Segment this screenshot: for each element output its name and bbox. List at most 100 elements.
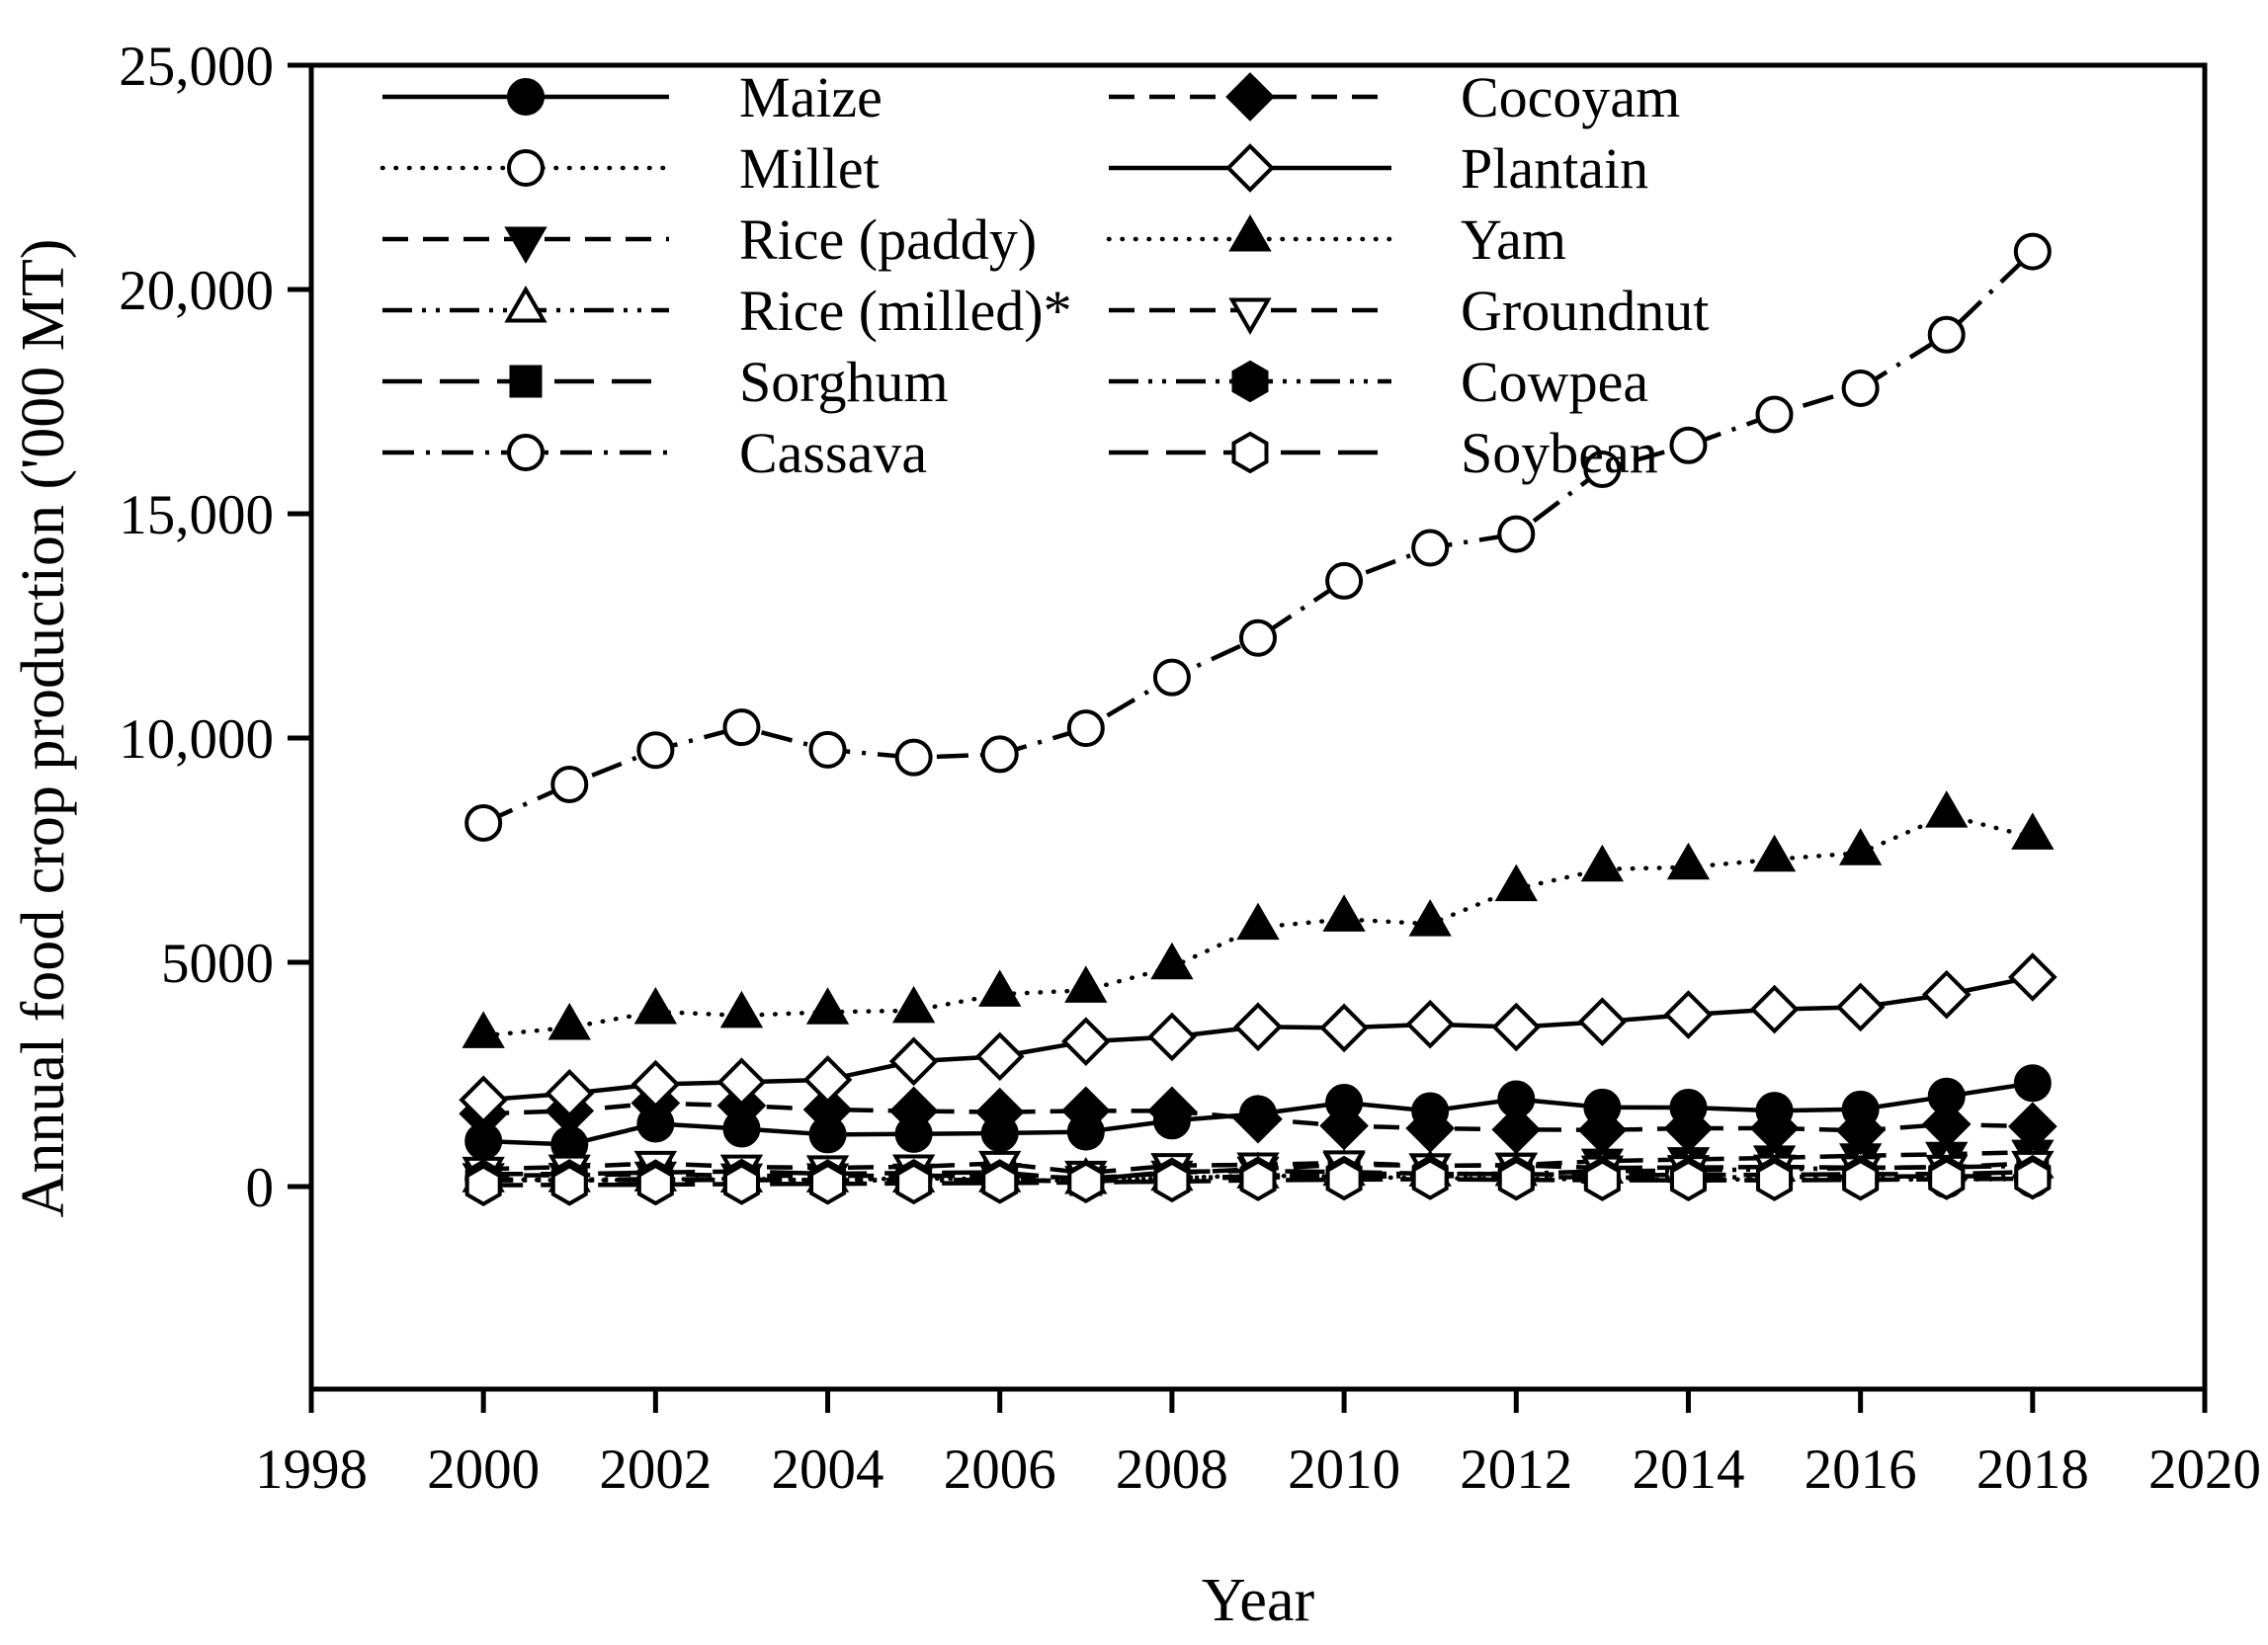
cocoyam-marker — [1921, 1100, 1972, 1149]
plantain-marker — [545, 1069, 595, 1118]
cassava-marker — [722, 708, 761, 747]
soybean-marker — [1497, 1158, 1535, 1201]
cassava-marker — [550, 765, 589, 803]
x-tick-label: 2020 — [2148, 1439, 2261, 1501]
yam-marker — [891, 985, 936, 1024]
legend-label-groundnut: Groundnut — [1461, 279, 1709, 343]
soybean-marker — [895, 1162, 933, 1205]
yam-marker — [462, 1011, 505, 1048]
cassava-marker — [808, 730, 847, 769]
cassava-marker — [1583, 451, 1622, 489]
x-tick-label: 2000 — [427, 1439, 540, 1501]
legend-marker-sorghum — [509, 365, 543, 398]
cassava-marker — [1411, 529, 1450, 567]
soybean-marker — [809, 1162, 847, 1205]
yam-marker — [1925, 790, 1969, 828]
cocoyam-marker — [802, 1085, 853, 1134]
cocoyam-marker — [1060, 1086, 1111, 1136]
yam-marker — [1236, 902, 1280, 941]
cocoyam-marker — [1319, 1101, 1369, 1151]
legend-marker-millet — [507, 149, 545, 187]
plantain-marker — [802, 1055, 853, 1105]
legend-marker-groundnut — [1228, 297, 1272, 335]
x-tick-label: 2014 — [1632, 1439, 1744, 1501]
cocoyam-marker — [1147, 1086, 1197, 1136]
x-tick-label: 2016 — [1805, 1439, 1917, 1501]
yam-marker — [1408, 899, 1452, 937]
x-tick-label: 1998 — [255, 1439, 368, 1501]
y-tick-label: 10,000 — [119, 708, 274, 771]
cassava-marker — [464, 803, 503, 842]
legend-label-rice-milled: Rice (milled)* — [739, 279, 1072, 343]
plantain-marker — [630, 1059, 681, 1110]
yam-marker — [1580, 844, 1625, 882]
cocoyam-marker — [974, 1087, 1025, 1137]
legend-marker-cowpea — [1231, 360, 1269, 403]
x-tick-label: 2004 — [772, 1439, 884, 1501]
yam-marker — [978, 969, 1022, 1007]
y-tick-label: 5000 — [161, 933, 274, 995]
yam-marker — [719, 990, 764, 1028]
legend-label-cowpea: Cowpea — [1461, 350, 1648, 414]
yam-marker — [633, 986, 678, 1025]
plot-area: 0 5000 10,000 15,000 20,000 25,000 1998 2000 200… — [119, 36, 2261, 1501]
plantain-marker — [1921, 969, 1972, 1020]
cassava-marker — [636, 731, 675, 770]
yam-marker — [805, 987, 850, 1025]
x-axis-title: Year — [1202, 1567, 1315, 1634]
legend-marker-soybean — [1231, 431, 1269, 474]
plantain-marker — [1663, 990, 1714, 1039]
plantain-marker — [1319, 1003, 1369, 1053]
cocoyam-marker — [1749, 1104, 1800, 1153]
cocoyam-marker — [1835, 1106, 1886, 1156]
plantain-marker — [1577, 997, 1628, 1046]
series-line-cassava — [482, 249, 2035, 825]
cocoyam-marker — [1405, 1104, 1456, 1153]
cassava-marker — [2013, 232, 2052, 271]
cassava-marker — [894, 738, 933, 777]
y-axis-title: Annual food crop production ('000 MT) — [10, 239, 77, 1218]
y-tick-label: 0 — [246, 1157, 275, 1219]
legend-label-millet: Millet — [739, 136, 880, 201]
legend-marker-maize — [507, 78, 545, 116]
plantain-marker — [2007, 952, 2058, 1002]
legend-label-maize: Maize — [739, 65, 882, 129]
soybean-marker — [2014, 1157, 2052, 1200]
cocoyam-marker — [1577, 1105, 1628, 1155]
y-tick-label: 15,000 — [119, 484, 274, 546]
plantain-marker — [459, 1075, 509, 1125]
yam-marker — [1666, 842, 1711, 880]
yam-marker — [2011, 812, 2055, 850]
x-tick-label: 2006 — [944, 1439, 1056, 1501]
legend-marker-rice-paddy — [504, 226, 547, 264]
cassava-marker — [980, 735, 1019, 774]
soybean-marker — [1067, 1161, 1105, 1203]
cocoyam-marker — [1663, 1104, 1714, 1153]
y-tick-label: 25,000 — [119, 36, 274, 98]
plantain-marker — [1405, 999, 1456, 1049]
soybean-marker — [1842, 1158, 1880, 1201]
legend-label-cassava: Cassava — [739, 421, 927, 485]
legend-label-yam: Yam — [1461, 207, 1566, 272]
plantain-marker — [1491, 1002, 1542, 1052]
legend-marker-rice-milled — [504, 286, 547, 323]
cocoyam-marker — [888, 1086, 939, 1136]
soybean-marker — [636, 1163, 674, 1206]
x-tick-label: 2012 — [1460, 1439, 1572, 1501]
y-tick-label: 20,000 — [119, 260, 274, 322]
yam-marker — [1322, 894, 1366, 932]
cassava-marker — [1669, 426, 1708, 464]
soybean-marker — [550, 1163, 588, 1206]
cassava-marker — [1927, 315, 1966, 354]
soybean-marker — [981, 1162, 1019, 1204]
soybean-marker — [1669, 1159, 1707, 1202]
soybean-marker — [1239, 1159, 1277, 1201]
soybean-marker — [1583, 1159, 1621, 1201]
cassava-marker — [1841, 369, 1880, 407]
yam-marker — [1494, 864, 1538, 902]
soybean-marker — [1411, 1158, 1449, 1200]
legend-marker-yam — [1228, 214, 1272, 252]
cocoyam-marker — [1233, 1094, 1283, 1144]
